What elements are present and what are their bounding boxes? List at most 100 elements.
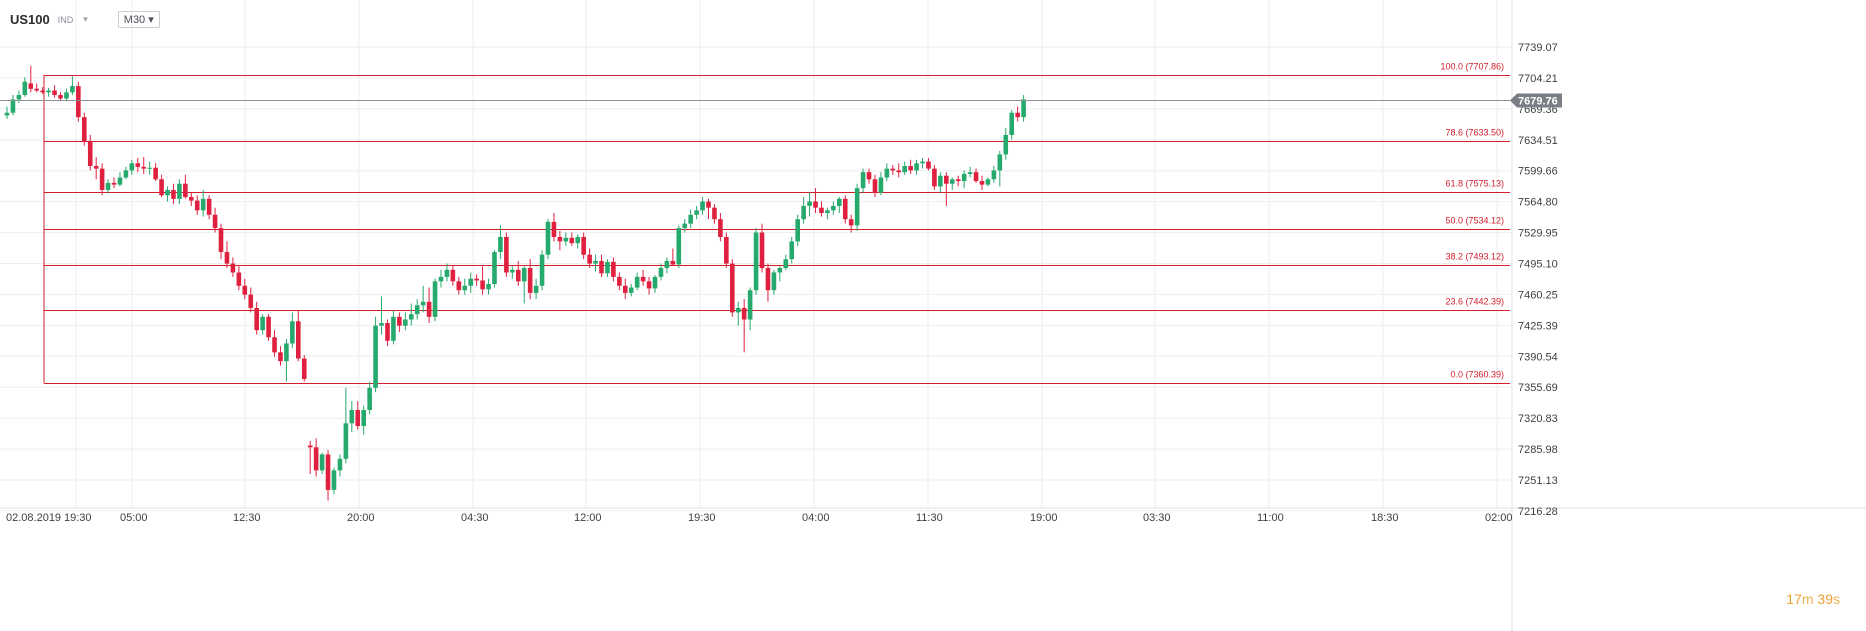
- candle-countdown-timer: 17m 39s: [1786, 591, 1840, 607]
- candle-body-bullish: [486, 283, 491, 290]
- candle-body-bullish: [444, 269, 450, 277]
- x-tick-label: 02.08.2019: [6, 512, 61, 524]
- candle-body-bearish: [385, 323, 390, 341]
- candle-body-bullish: [961, 173, 967, 182]
- candle-body-bullish: [837, 198, 842, 206]
- candle-body-bullish: [64, 92, 69, 99]
- candle-body-bearish: [724, 236, 729, 264]
- x-tick-label: 02:00: [1485, 512, 1513, 524]
- fib-level-label: 100.0 (7707.86): [1440, 62, 1504, 72]
- y-tick-label: 7355.69: [1518, 382, 1558, 394]
- candle-body-bullish: [777, 268, 783, 273]
- candle-body-bearish: [313, 447, 319, 471]
- candle-body-bearish: [759, 232, 765, 269]
- candle-body-bearish: [527, 268, 533, 293]
- candle-body-bullish: [200, 198, 206, 211]
- candle-body-bullish: [337, 458, 343, 471]
- symbol-label[interactable]: US100: [10, 12, 50, 27]
- candle-body-bearish: [640, 276, 646, 282]
- candle-body-bullish: [783, 259, 789, 269]
- candle-body-bullish: [123, 170, 129, 178]
- candle-body-bearish: [581, 236, 586, 255]
- candle-body-bullish: [801, 205, 806, 220]
- candle-body-bullish: [1003, 134, 1009, 155]
- current-price-tag: [1510, 93, 1562, 108]
- candle-body-bearish: [741, 307, 747, 320]
- candle-body-bearish: [706, 201, 711, 208]
- candle-body-bearish: [355, 410, 361, 426]
- candle-body-bullish: [807, 201, 812, 206]
- fib-level-label: 0.0 (7360.39): [1450, 370, 1504, 380]
- candle-body-bearish: [28, 83, 34, 89]
- x-tick-label: 11:00: [1257, 512, 1284, 524]
- timer-minutes-unit: m: [1801, 591, 1814, 607]
- candle-body-bullish: [331, 470, 337, 490]
- candle-body-bullish: [700, 201, 705, 211]
- timer-minutes: 17: [1786, 591, 1802, 607]
- chevron-down-icon[interactable]: ▾: [83, 14, 88, 24]
- candle-body-bearish: [301, 358, 307, 379]
- candle-body-bullish: [789, 241, 795, 260]
- candle-body-bullish: [1021, 99, 1026, 118]
- candle-body-bearish: [397, 316, 402, 326]
- candle-body-bearish: [171, 189, 176, 199]
- candle-body-bullish: [860, 172, 866, 189]
- candle-body-bearish: [141, 166, 147, 169]
- candle-body-bullish: [771, 272, 777, 291]
- candle-body-bullish: [414, 305, 420, 315]
- candle-body-bearish: [206, 198, 212, 215]
- candle-body-bullish: [949, 179, 955, 184]
- y-tick-label: 7390.54: [1518, 351, 1558, 363]
- candlestick-series: [4, 65, 1026, 501]
- fibonacci-retracement[interactable]: 100.0 (7707.86) 78.6 (7633.50) 61.8 (7575.…: [43, 62, 1510, 384]
- candle-body-bearish: [58, 94, 63, 99]
- y-tick-label: 7425.39: [1518, 320, 1558, 332]
- candle-body-bullish: [664, 260, 670, 269]
- candle-body-bearish: [230, 263, 236, 273]
- candle-body-bearish: [973, 172, 979, 182]
- candle-body-bullish: [1009, 112, 1015, 135]
- candle-body-bearish: [135, 163, 141, 167]
- candle-body-bearish: [456, 281, 462, 291]
- x-tick-label: 05:00: [120, 512, 148, 524]
- candle-body-bearish: [426, 301, 432, 317]
- candle-body-bearish: [212, 214, 218, 229]
- candle-body-bullish: [825, 210, 830, 214]
- timer-seconds: 39: [1817, 591, 1833, 607]
- candle-body-bullish: [349, 410, 355, 424]
- candle-body-bearish: [611, 261, 616, 277]
- candle-body-bullish: [688, 214, 693, 224]
- candle-body-bearish: [896, 170, 902, 173]
- x-tick-label: 11:30: [916, 512, 943, 524]
- candle-body-bullish: [177, 183, 182, 199]
- candle-body-bearish: [218, 228, 224, 253]
- candle-body-bullish: [367, 387, 372, 411]
- x-tick-label: 04:30: [461, 512, 489, 524]
- timeframe-selector[interactable]: M30 ▾: [117, 11, 160, 28]
- candle-body-bullish: [682, 223, 688, 229]
- candle-body-bullish: [920, 161, 925, 164]
- x-tick-label: 19:30: [64, 512, 92, 524]
- candle-body-bullish: [914, 163, 919, 171]
- candle-body-bullish: [391, 316, 396, 341]
- candle-body-bearish: [40, 90, 45, 93]
- candle-body-bullish: [878, 177, 884, 193]
- candle-body-bullish: [694, 210, 699, 215]
- candle-body-bullish: [432, 281, 438, 317]
- candle-body-bullish: [379, 323, 384, 326]
- candle-body-bullish: [319, 454, 325, 471]
- candle-body-bullish: [575, 236, 581, 244]
- candle-body-bearish: [153, 167, 158, 180]
- candle-body-bearish: [272, 337, 277, 353]
- candle-body-bullish: [492, 252, 497, 284]
- candle-body-bullish: [16, 94, 22, 100]
- candle-body-bearish: [1015, 112, 1020, 118]
- candle-body-bearish: [504, 236, 509, 273]
- candle-body-bullish: [735, 307, 741, 313]
- y-tick-label: 7634.51: [1518, 135, 1558, 147]
- candle-body-bullish: [676, 228, 682, 265]
- x-tick-label: 12:30: [233, 512, 261, 524]
- candle-body-bullish: [652, 276, 658, 289]
- chevron-down-icon: ▾: [145, 14, 154, 26]
